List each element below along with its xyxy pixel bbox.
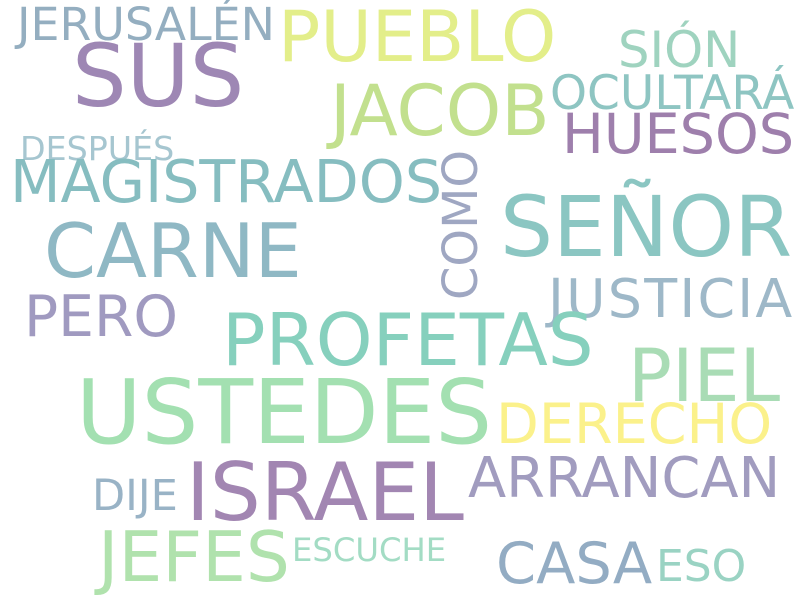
word-derecho: DERECHO — [496, 392, 773, 458]
word-pueblo: PUEBLO — [278, 0, 557, 78]
word-pero: PERO — [24, 284, 178, 351]
word-escuche: ESCUCHE — [292, 531, 447, 570]
word-como: COMO — [434, 149, 489, 300]
word-carne: CARNE — [44, 208, 302, 296]
word-israel: ISRAEL — [186, 445, 464, 540]
word-huesos: HUESOS — [562, 102, 795, 168]
word-sion: SIÓN — [618, 21, 741, 80]
word-ocultara: OCULTARÁ — [550, 66, 795, 122]
word-eso: ESO — [656, 540, 747, 592]
word-casa: CASA — [496, 530, 653, 598]
word-sus: SUS — [72, 26, 245, 127]
word-magistrados: MAGISTRADOS — [10, 147, 443, 216]
word-piel: PIEL — [628, 334, 781, 420]
word-justicia: JUSTICIA — [548, 266, 795, 330]
word-profetas: PROFETAS — [222, 299, 594, 384]
word-jefes: JEFES — [98, 517, 290, 598]
word-ustedes: USTEDES — [76, 361, 493, 466]
word-dije: DIJE — [92, 470, 178, 521]
word-senor: SEÑOR — [500, 177, 793, 276]
word-jerusalen: JERUSALÉN — [17, 0, 275, 52]
word-despues: DESPUÉS — [20, 129, 175, 168]
word-arrancan: ARRANCAN — [468, 446, 781, 512]
word-jacob: JACOB — [330, 69, 550, 152]
